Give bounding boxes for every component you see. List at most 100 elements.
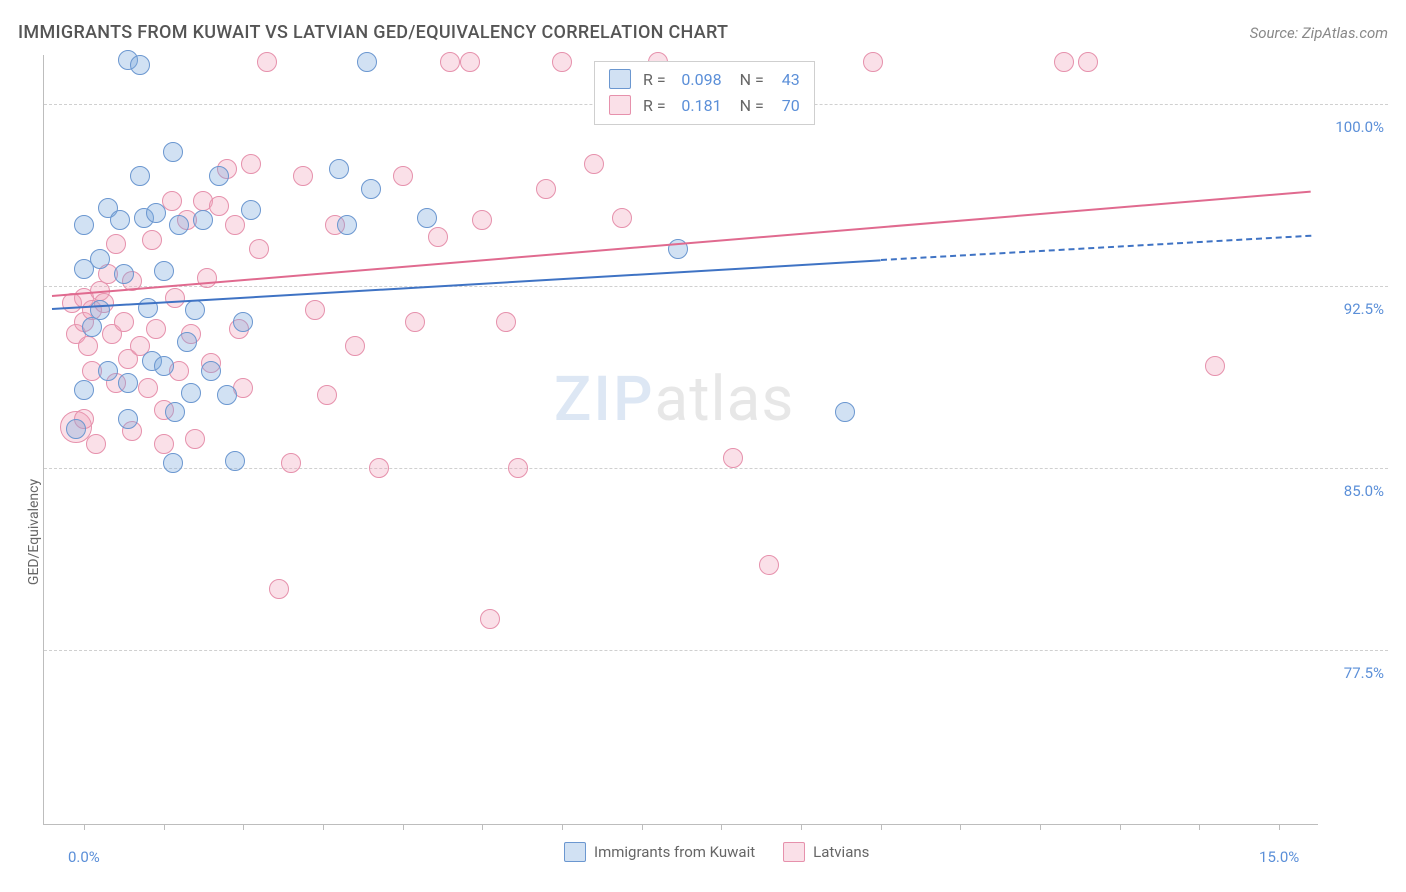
chart-title: IMMIGRANTS FROM KUWAIT VS LATVIAN GED/EQ… bbox=[18, 22, 728, 43]
y-tick-label: 100.0% bbox=[1324, 118, 1384, 136]
scatter-point-kuwait bbox=[201, 361, 221, 381]
scatter-point-latvians bbox=[405, 312, 425, 332]
scatter-point-latvians bbox=[241, 154, 261, 174]
scatter-point-latvians bbox=[317, 385, 337, 405]
scatter-point-latvians bbox=[138, 378, 158, 398]
scatter-point-kuwait bbox=[217, 385, 237, 405]
scatter-point-kuwait bbox=[225, 451, 245, 471]
plot-area: 100.0%92.5%85.0%77.5%0.0%15.0%GED/Equiva… bbox=[43, 55, 1318, 825]
stat-R-value-latvians: 0.181 bbox=[674, 96, 722, 115]
y-tick-label: 77.5% bbox=[1324, 664, 1384, 682]
scatter-point-kuwait bbox=[146, 203, 166, 223]
scatter-point-kuwait bbox=[110, 210, 130, 230]
x-tick bbox=[1120, 824, 1121, 830]
scatter-point-latvians bbox=[114, 312, 134, 332]
scatter-point-latvians bbox=[78, 336, 98, 356]
scatter-point-latvians bbox=[440, 52, 460, 72]
scatter-point-latvians bbox=[86, 434, 106, 454]
scatter-point-kuwait bbox=[98, 361, 118, 381]
stat-N-label: N = bbox=[740, 70, 764, 89]
scatter-point-latvians bbox=[209, 196, 229, 216]
y-axis-label: GED/Equivalency bbox=[26, 479, 42, 585]
scatter-point-kuwait bbox=[337, 215, 357, 235]
scatter-point-latvians bbox=[1205, 356, 1225, 376]
scatter-point-latvians bbox=[759, 555, 779, 575]
scatter-point-latvians bbox=[460, 52, 480, 72]
stat-N-value-latvians: 70 bbox=[772, 96, 800, 115]
x-tick-label: 0.0% bbox=[68, 848, 100, 866]
scatter-point-kuwait bbox=[177, 332, 197, 352]
legend-swatch-latvians bbox=[783, 842, 805, 862]
scatter-point-latvians bbox=[496, 312, 516, 332]
stats-row-latvians: R =0.181N =70 bbox=[609, 92, 800, 118]
scatter-point-latvians bbox=[552, 52, 572, 72]
scatter-point-latvians bbox=[1078, 52, 1098, 72]
scatter-point-kuwait bbox=[233, 312, 253, 332]
scatter-point-latvians bbox=[428, 227, 448, 247]
x-tick bbox=[562, 824, 563, 830]
scatter-point-kuwait bbox=[417, 208, 437, 228]
scatter-point-kuwait bbox=[66, 419, 86, 439]
scatter-point-kuwait bbox=[185, 300, 205, 320]
x-tick bbox=[1199, 824, 1200, 830]
scatter-point-latvians bbox=[257, 52, 277, 72]
stat-R-label: R = bbox=[643, 70, 666, 89]
scatter-point-latvians bbox=[146, 319, 166, 339]
scatter-point-latvians bbox=[480, 609, 500, 629]
scatter-point-kuwait bbox=[163, 142, 183, 162]
x-tick-label: 15.0% bbox=[1259, 848, 1299, 866]
gridline bbox=[44, 650, 1388, 651]
scatter-point-kuwait bbox=[154, 261, 174, 281]
x-tick bbox=[1040, 824, 1041, 830]
y-tick-label: 92.5% bbox=[1324, 300, 1384, 318]
scatter-point-kuwait bbox=[138, 298, 158, 318]
x-tick bbox=[801, 824, 802, 830]
legend-label-kuwait: Immigrants from Kuwait bbox=[594, 843, 755, 861]
scatter-point-latvians bbox=[612, 208, 632, 228]
scatter-point-latvians bbox=[723, 448, 743, 468]
scatter-point-latvians bbox=[154, 434, 174, 454]
scatter-point-latvians bbox=[197, 268, 217, 288]
legend-swatch-kuwait bbox=[609, 69, 631, 89]
scatter-point-latvians bbox=[142, 230, 162, 250]
scatter-point-kuwait bbox=[165, 402, 185, 422]
scatter-point-kuwait bbox=[241, 200, 261, 220]
stats-row-kuwait: R =0.098N =43 bbox=[609, 66, 800, 92]
scatter-point-kuwait bbox=[154, 356, 174, 376]
scatter-point-kuwait bbox=[357, 52, 377, 72]
legend-item-latvians: Latvians bbox=[783, 842, 869, 862]
watermark: ZIPatlas bbox=[554, 363, 794, 436]
scatter-point-kuwait bbox=[74, 215, 94, 235]
x-tick bbox=[403, 824, 404, 830]
scatter-point-latvians bbox=[863, 52, 883, 72]
scatter-point-kuwait bbox=[181, 383, 201, 403]
scatter-point-latvians bbox=[281, 453, 301, 473]
scatter-point-kuwait bbox=[163, 453, 183, 473]
legend-swatch-kuwait bbox=[564, 842, 586, 862]
legend-item-kuwait: Immigrants from Kuwait bbox=[564, 842, 755, 862]
source-name: ZipAtlas.com bbox=[1302, 24, 1388, 42]
trend-line-kuwait-dashed bbox=[881, 235, 1311, 261]
scatter-point-latvians bbox=[536, 179, 556, 199]
scatter-point-latvians bbox=[305, 300, 325, 320]
x-tick bbox=[881, 824, 882, 830]
scatter-point-latvians bbox=[345, 336, 365, 356]
stat-N-label: N = bbox=[740, 96, 764, 115]
scatter-point-latvians bbox=[269, 579, 289, 599]
y-tick-label: 85.0% bbox=[1324, 482, 1384, 500]
scatter-point-latvians bbox=[1054, 52, 1074, 72]
scatter-point-latvians bbox=[249, 239, 269, 259]
x-tick bbox=[642, 824, 643, 830]
scatter-point-kuwait bbox=[193, 210, 213, 230]
gridline bbox=[44, 286, 1388, 287]
scatter-point-kuwait bbox=[118, 373, 138, 393]
scatter-point-kuwait bbox=[169, 215, 189, 235]
scatter-point-kuwait bbox=[361, 179, 381, 199]
scatter-point-latvians bbox=[106, 234, 126, 254]
x-tick bbox=[482, 824, 483, 830]
x-tick bbox=[243, 824, 244, 830]
scatter-point-kuwait bbox=[82, 317, 102, 337]
scatter-point-kuwait bbox=[118, 409, 138, 429]
source-label: Source: bbox=[1250, 24, 1302, 42]
x-tick bbox=[84, 824, 85, 830]
